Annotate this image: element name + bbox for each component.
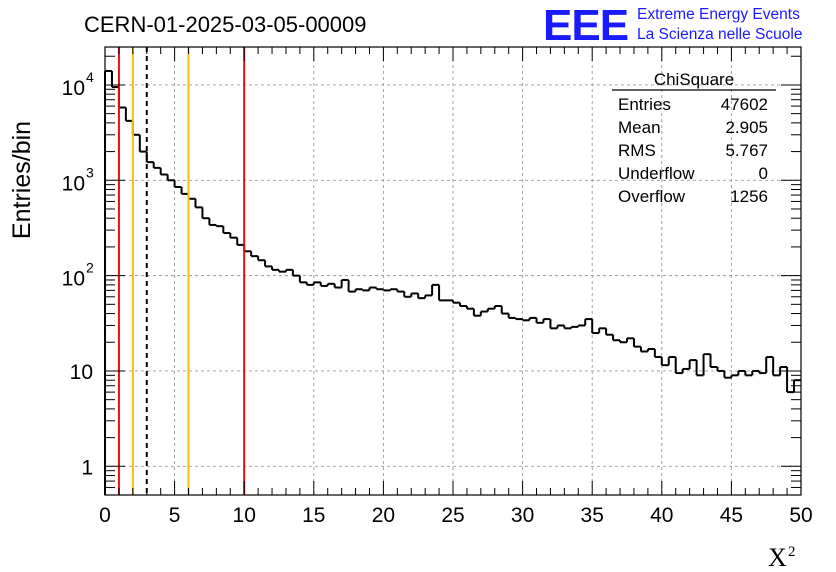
stats-label: Underflow: [618, 164, 695, 183]
marker-lines: [117, 47, 246, 495]
x-tick-label: 40: [650, 504, 673, 527]
stats-label: Entries: [618, 95, 671, 114]
chart-title: CERN-01-2025-03-05-00009: [84, 12, 367, 37]
y-tick-label: 1: [81, 456, 93, 479]
x-tick-label: 50: [789, 504, 812, 527]
y-axis-label: Entries/bin: [8, 121, 36, 239]
x-axis-label-base: X: [768, 543, 787, 572]
y-tick-label-exponent: 4: [86, 69, 94, 85]
stats-value: 1256: [730, 187, 768, 206]
stats-value: 2.905: [725, 118, 768, 137]
x-tick-label: 35: [581, 504, 604, 527]
x-axis-label-superscript: 2: [788, 544, 796, 560]
y-tick-label: 10: [62, 77, 85, 100]
axis-ticks: [104, 47, 802, 496]
stats-rows: Entries 47602 Mean 2.905 RMS 5.767 Underflow 0 O…: [618, 95, 768, 206]
stats-value: 47602: [721, 95, 768, 114]
x-tick-labels: 0 5 10 15 20 25 30 35 40 45 50: [99, 504, 813, 527]
stats-label: Overflow: [618, 187, 686, 206]
x-tick-label: 20: [372, 504, 395, 527]
x-tick-label: 10: [233, 504, 256, 527]
stats-value: 5.767: [725, 141, 768, 160]
stats-box: ChiSquare Entries 47602 Mean 2.905 RMS 5.767 U…: [612, 70, 776, 206]
x-tick-label: 5: [169, 504, 181, 527]
y-tick-label-exponent: 3: [86, 164, 94, 180]
x-tick-label: 15: [302, 504, 325, 527]
stats-title: ChiSquare: [654, 70, 734, 89]
y-tick-label: 10: [62, 268, 85, 291]
x-tick-label: 0: [99, 504, 111, 527]
grid-lines: [105, 47, 801, 495]
stats-label: Mean: [618, 118, 661, 137]
y-tick-label: 10: [70, 361, 93, 384]
stats-value: 0: [759, 164, 768, 183]
eee-logo-line2: La Scienza nelle Scuole: [637, 26, 802, 43]
eee-logo: EEE Extreme Energy Events La Scienza nel…: [543, 1, 802, 50]
x-tick-label: 30: [511, 504, 534, 527]
eee-logo-acronym: EEE: [543, 1, 628, 50]
x-tick-label: 45: [720, 504, 743, 527]
x-axis-label: X 2: [768, 543, 796, 572]
y-tick-label-exponent: 2: [86, 260, 94, 276]
eee-logo-line1: Extreme Energy Events: [637, 6, 800, 23]
y-tick-label: 10: [62, 172, 85, 195]
x-tick-label: 25: [441, 504, 464, 527]
stats-label: RMS: [618, 141, 656, 160]
